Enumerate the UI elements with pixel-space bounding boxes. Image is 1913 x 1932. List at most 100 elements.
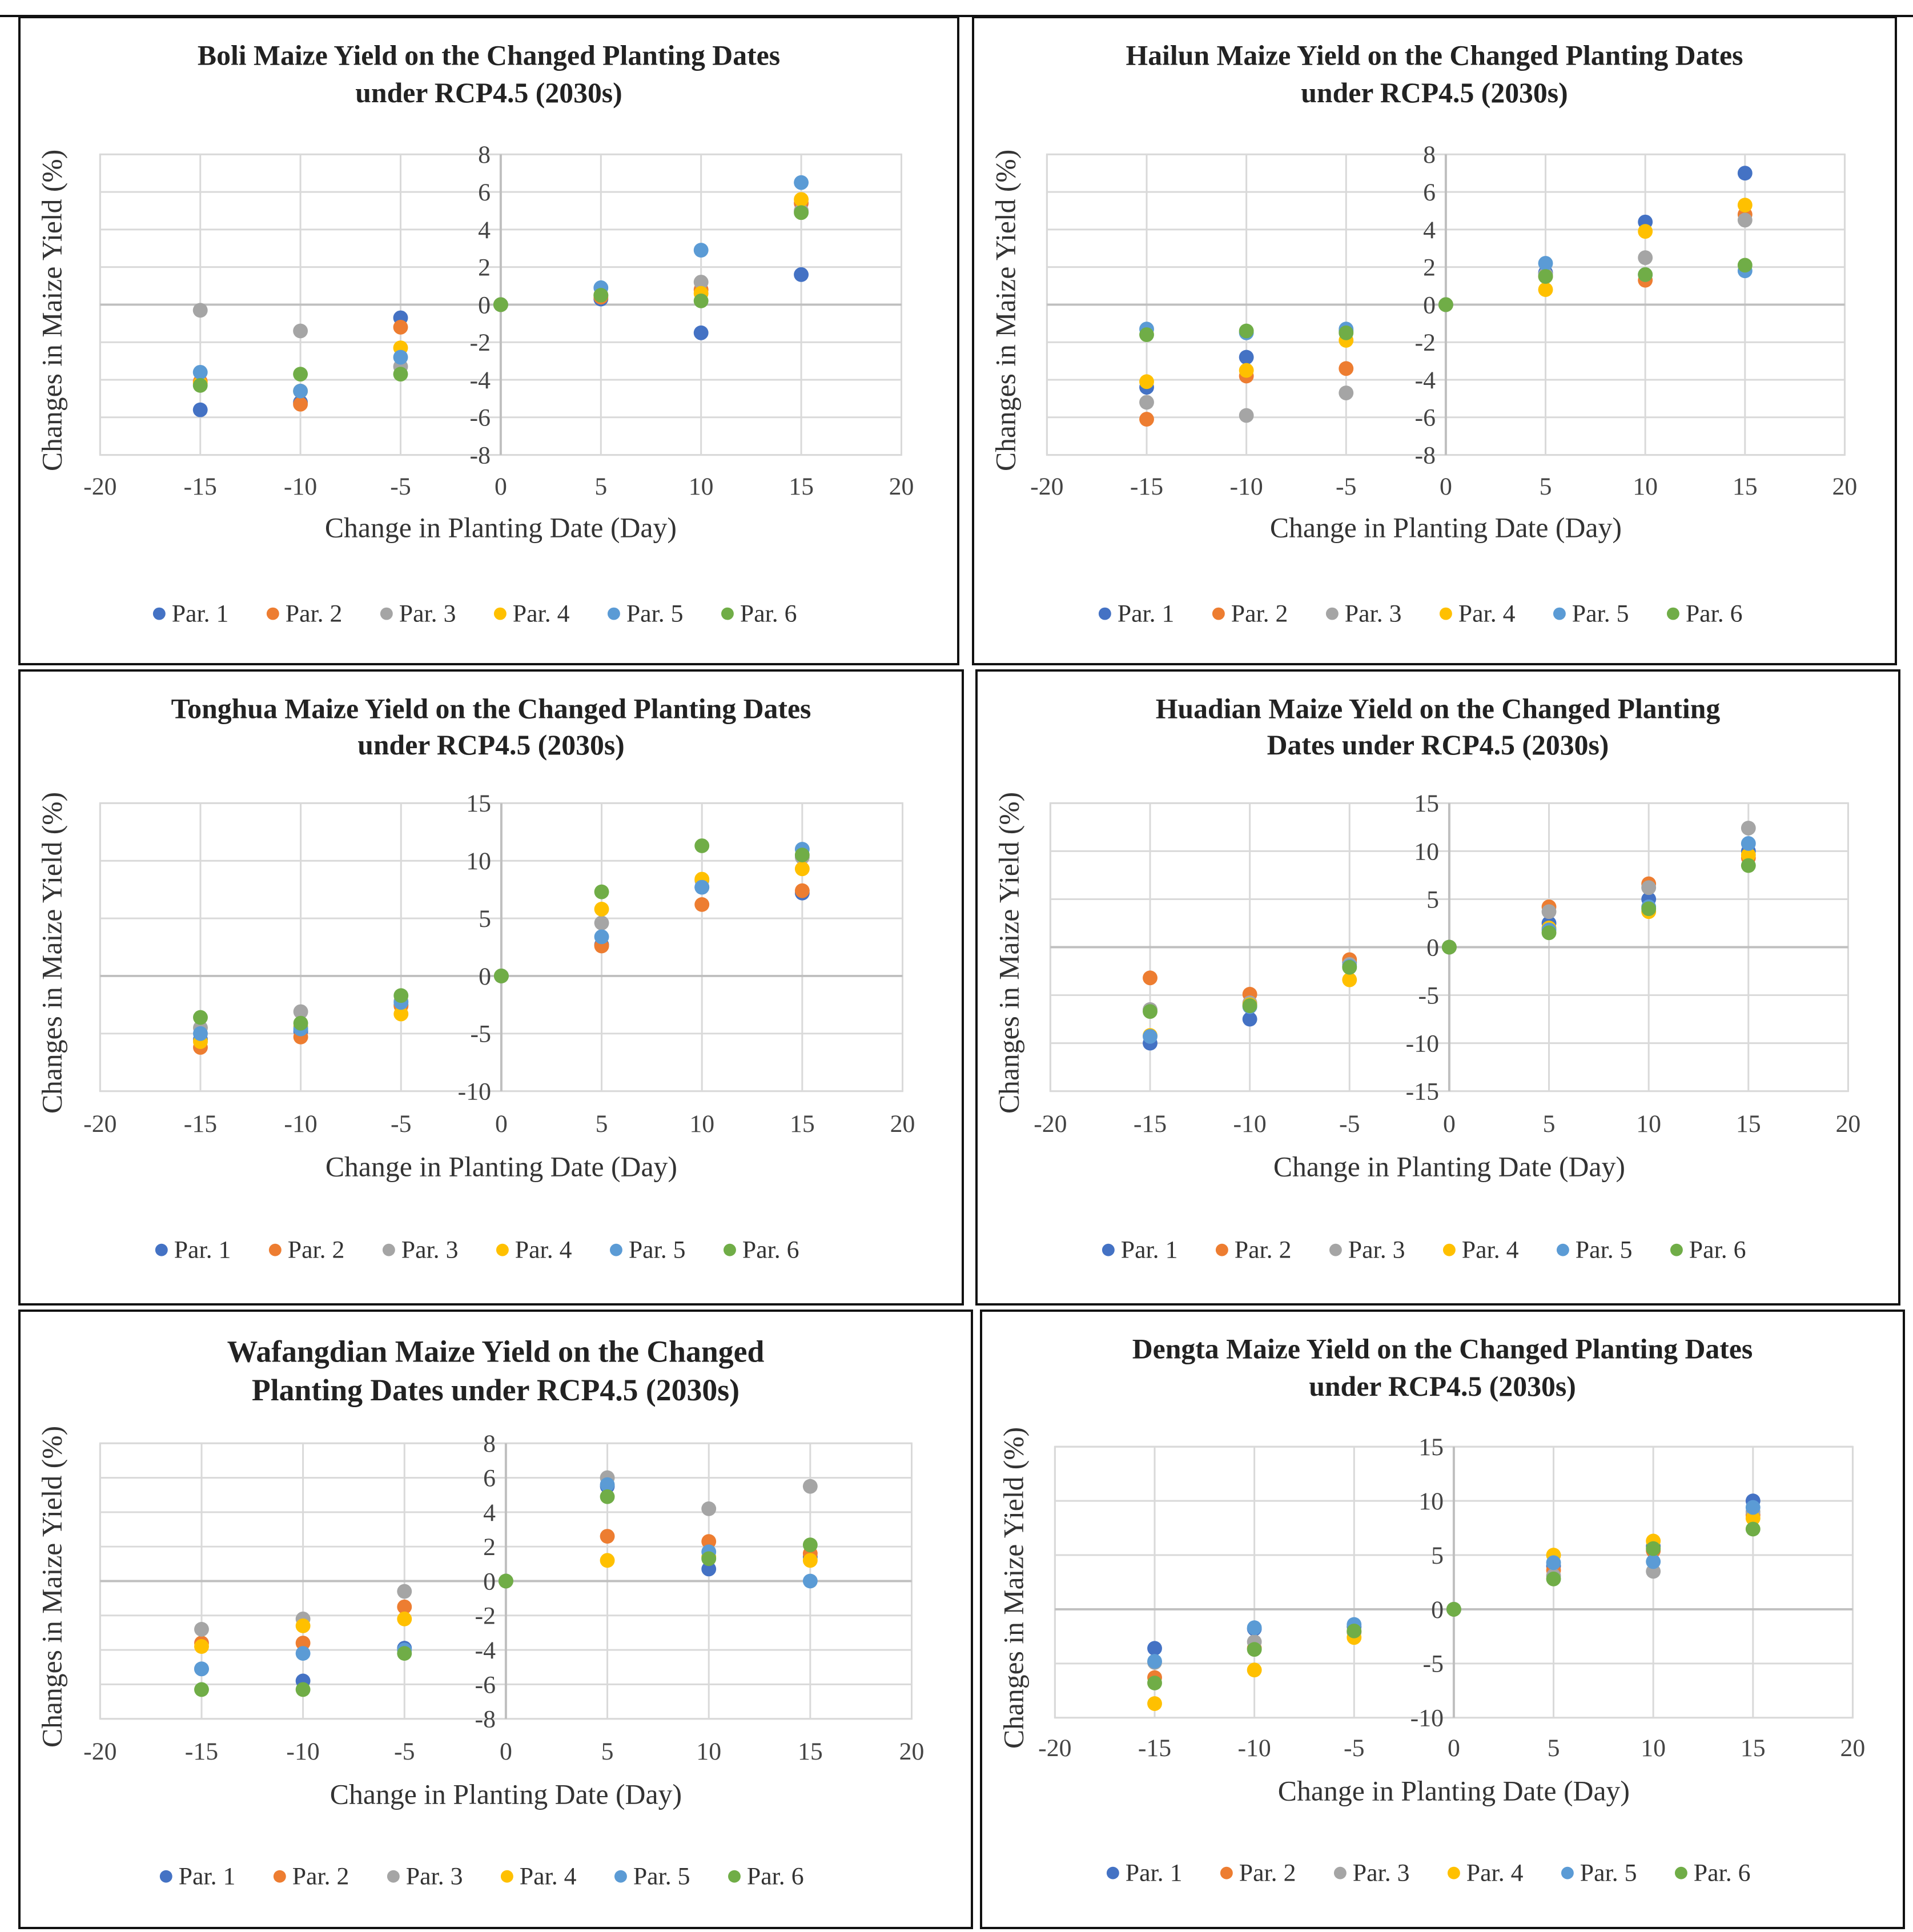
legend-marker	[159, 1870, 172, 1883]
y-tick-label: 0	[1431, 1596, 1444, 1624]
x-tick-label: -5	[1339, 1110, 1360, 1138]
y-tick-label: 15	[1418, 1433, 1444, 1461]
data-point	[693, 243, 709, 258]
data-point	[1247, 1642, 1262, 1657]
legend-label: Par. 4	[1458, 600, 1516, 628]
data-point	[193, 1010, 208, 1025]
data-point	[794, 267, 809, 282]
data-point	[192, 377, 208, 393]
data-point	[1646, 1554, 1661, 1569]
data-point	[1339, 325, 1354, 340]
data-point	[1638, 250, 1653, 266]
y-tick-label: 8	[483, 1430, 496, 1457]
legend-label: Par. 1	[1126, 1859, 1183, 1887]
data-point	[295, 1636, 311, 1650]
x-tick-label: 5	[601, 1738, 614, 1765]
data-point	[1347, 1623, 1362, 1638]
x-tick-label: 0	[500, 1738, 512, 1765]
y-tick-label: 4	[478, 216, 491, 244]
chart-hailun: Hailun Maize Yield on the Changed Planti…	[990, 39, 1858, 628]
legend-marker	[155, 1243, 168, 1256]
x-tick-label: 10	[1636, 1110, 1661, 1138]
y-tick-label: -10	[458, 1078, 491, 1106]
chart-title-line: Huadian Maize Yield on the Changed Plant…	[1156, 693, 1721, 724]
legend-label: Par. 1	[1118, 600, 1175, 628]
x-tick-label: 0	[495, 473, 507, 500]
x-axis-title: Change in Planting Date (Day)	[1273, 1151, 1625, 1183]
data-point	[1143, 970, 1158, 986]
legend-marker	[609, 1243, 622, 1256]
data-point	[600, 1529, 615, 1544]
data-point	[1247, 1620, 1262, 1636]
data-point	[594, 884, 609, 899]
x-tick-label: -5	[1336, 473, 1356, 500]
x-tick-label: 5	[1543, 1110, 1556, 1138]
data-point	[293, 396, 308, 412]
x-tick-label: 15	[1733, 473, 1758, 500]
legend-label: Par. 6	[1686, 600, 1743, 628]
x-tick-label: -5	[390, 473, 411, 500]
data-point	[1546, 1555, 1561, 1570]
legend-marker	[152, 607, 166, 620]
legend-label: Par. 2	[288, 1236, 345, 1264]
data-point	[393, 367, 408, 382]
data-point	[701, 1561, 717, 1577]
y-tick-label: -5	[1423, 1650, 1444, 1678]
data-point	[1641, 901, 1657, 917]
data-point	[600, 1477, 615, 1492]
legend-label: Par. 4	[520, 1863, 577, 1890]
chart-panel-hailun: Hailun Maize Yield on the Changed Planti…	[972, 16, 1897, 665]
legend-marker	[493, 607, 507, 620]
legend-label: Par. 3	[1353, 1859, 1410, 1887]
x-tick-label: -15	[1138, 1734, 1171, 1762]
legend-marker	[382, 1243, 395, 1256]
data-point	[701, 1534, 717, 1549]
data-point	[593, 288, 609, 303]
chart-title-line: Dates under RCP4.5 (2030s)	[1267, 729, 1609, 761]
data-point	[1147, 1696, 1162, 1711]
data-point	[1741, 858, 1756, 873]
legend-label: Par. 5	[1580, 1859, 1637, 1887]
data-point	[1147, 1641, 1162, 1656]
data-point	[1139, 374, 1154, 389]
y-tick-label: -6	[475, 1671, 496, 1698]
legend-marker	[1329, 1243, 1342, 1256]
data-point	[194, 1622, 209, 1637]
data-point	[1541, 925, 1557, 941]
y-tick-label: -2	[470, 329, 491, 356]
data-point	[194, 1682, 209, 1697]
legend-label: Par. 4	[1462, 1236, 1519, 1264]
x-axis-title: Change in Planting Date (Day)	[1278, 1776, 1630, 1807]
data-point	[1239, 323, 1254, 339]
data-point	[794, 861, 810, 877]
legend-label: Par. 6	[1689, 1236, 1746, 1264]
data-point	[794, 175, 809, 190]
y-tick-label: 10	[1418, 1488, 1444, 1515]
x-tick-label: 10	[1641, 1734, 1666, 1762]
data-point	[794, 192, 809, 207]
chart-wafangdian: Wafangdian Maize Yield on the Changed Pla…	[37, 1334, 925, 1890]
data-point	[293, 367, 308, 382]
data-point	[1438, 297, 1453, 312]
legend-label: Par. 5	[1576, 1236, 1633, 1264]
y-tick-label: 0	[479, 963, 491, 990]
data-point	[393, 988, 409, 1003]
data-point	[493, 969, 509, 983]
data-point	[1741, 847, 1756, 863]
legend-marker	[1439, 607, 1452, 620]
x-tick-label: -15	[1134, 1110, 1167, 1138]
data-point	[493, 297, 508, 312]
y-tick-label: -4	[1415, 367, 1436, 394]
y-axis-title: Changes in Maize Yield (%)	[37, 792, 68, 1114]
data-point	[802, 1479, 818, 1494]
legend-label: Par. 5	[1572, 600, 1629, 628]
x-tick-label: -20	[1034, 1110, 1067, 1138]
x-tick-label: 10	[689, 473, 714, 500]
data-point	[1737, 212, 1753, 228]
legend-marker	[1102, 1243, 1115, 1256]
data-point	[1638, 267, 1653, 282]
chart-title-line: under RCP4.5 (2030s)	[1309, 1371, 1576, 1402]
x-tick-label: 20	[1832, 473, 1858, 500]
y-tick-label: -8	[1415, 442, 1436, 469]
legend-marker	[1220, 1866, 1233, 1879]
